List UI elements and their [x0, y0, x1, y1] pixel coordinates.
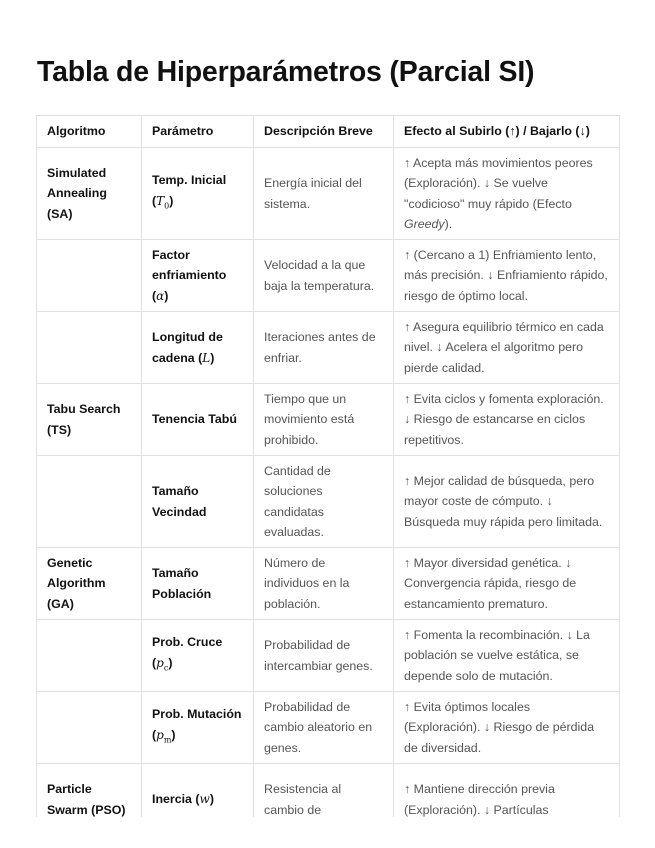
parameter-label: Factor enfriamiento (: [152, 247, 227, 303]
effect-text: ↑ Fomenta la recombinación. ↓ La poblaci…: [404, 627, 590, 683]
description-cell: Energía inicial del sistema.: [253, 147, 394, 240]
effect-text: ↑ Mayor diversidad genética. ↓ Convergen…: [404, 555, 577, 611]
description-cell: Cantidad de soluciones candidatas evalua…: [253, 455, 394, 548]
parameter-symbol: pm: [156, 727, 172, 745]
table-row: Prob. Mutación (pm) Probabilidad de cambi…: [36, 691, 620, 764]
parameter-close: ): [168, 655, 173, 670]
effect-text: ↑ Asegura equilibrio térmico en cada niv…: [404, 319, 604, 375]
parameter-label: Tamaño Vecindad: [152, 484, 207, 519]
effect-text: ↑ Evita ciclos y fomenta exploración. ↓ …: [404, 391, 604, 447]
header-parameter: Parámetro: [141, 115, 254, 148]
table-row: Tamaño Vecindad Cantidad de soluciones ca…: [36, 455, 620, 548]
effect-text: ↑ (Cercano a 1) Enfriamiento lento, más …: [404, 247, 608, 303]
effect-italic: Greedy: [404, 217, 445, 231]
algorithm-cell: [36, 455, 142, 548]
description-cell: Número de individuos en la población.: [253, 547, 394, 620]
parameter-cell: Tamaño Población: [141, 547, 254, 620]
description-cell: Iteraciones antes de enfriar.: [253, 311, 394, 384]
symbol-base: α: [156, 288, 165, 303]
algorithm-cell: Tabu Search (TS): [36, 383, 142, 456]
symbol-subscript: c: [163, 663, 169, 673]
algorithm-cell: [36, 691, 142, 764]
parameter-symbol: T0: [156, 193, 170, 211]
parameter-label: Prob. Mutación (: [152, 707, 242, 742]
parameter-close: ): [209, 792, 214, 807]
effect-cell: ↑ (Cercano a 1) Enfriamiento lento, más …: [393, 239, 620, 312]
header-effect: Efecto al Subirlo (↑) / Bajarlo (↓): [393, 115, 620, 148]
symbol-base: L: [202, 350, 211, 365]
header-description: Descripción Breve: [253, 115, 394, 148]
description-cell: Resistencia al cambio de: [253, 763, 394, 817]
table-row: Tabu Search (TS) Tenencia Tabú Tiempo que …: [36, 383, 620, 456]
parameter-label: Tenencia Tabú: [152, 412, 237, 427]
effect-text: ↑ Evita óptimos locales (Exploración). ↓…: [404, 699, 595, 755]
header-algorithm: Algoritmo: [36, 115, 142, 148]
effect-text-end: ).: [444, 217, 453, 231]
symbol-base: T: [156, 193, 165, 208]
table-row: Genetic Algorithm (GA) Tamaño Población Nú…: [36, 547, 620, 620]
parameter-cell: Prob. Mutación (pm): [141, 691, 254, 764]
table-container: Algoritmo Parámetro Descripción Breve Ef…: [36, 115, 620, 817]
effect-text: ↑ Acepta más movimientos peores (Explora…: [404, 155, 593, 211]
description-cell: Tiempo que un movimiento está prohibido.: [253, 383, 394, 456]
effect-text: ↑ Mejor calidad de búsqueda, pero mayor …: [404, 473, 603, 529]
parameter-label: Temp. Inicial (: [152, 173, 227, 208]
algorithm-cell: [36, 311, 142, 384]
parameter-symbol: L: [202, 351, 210, 365]
table-header-row: Algoritmo Parámetro Descripción Breve Ef…: [36, 115, 620, 148]
parameter-cell: Factor enfriamiento (α): [141, 239, 254, 312]
effect-cell: ↑ Fomenta la recombinación. ↓ La poblaci…: [393, 619, 620, 692]
parameter-label: Longitud de cadena (: [152, 330, 223, 365]
parameter-label: Inercia (: [152, 792, 200, 807]
algorithm-cell: Genetic Algorithm (GA): [36, 547, 142, 620]
page-title: Tabla de Hiperparámetros (Parcial SI): [37, 56, 535, 88]
hyperparameter-table: Algoritmo Parámetro Descripción Breve Ef…: [36, 115, 620, 817]
table-row: Particle Swarm (PSO) Inercia (w) Resistenc…: [36, 763, 620, 817]
table-row: Factor enfriamiento (α) Velocidad a la qu…: [36, 239, 620, 312]
algorithm-cell: Particle Swarm (PSO): [36, 763, 142, 817]
parameter-cell: Temp. Inicial (T0): [141, 147, 254, 240]
effect-cell: ↑ Evita óptimos locales (Exploración). ↓…: [393, 691, 620, 764]
description-cell: Probabilidad de cambio aleatorio en gene…: [253, 691, 394, 764]
table-row: Prob. Cruce (pc) Probabilidad de intercam…: [36, 619, 620, 692]
parameter-label: Prob. Cruce (: [152, 635, 223, 670]
algorithm-cell: [36, 239, 142, 312]
parameter-close: ): [210, 350, 215, 365]
effect-cell: ↑ Mayor diversidad genética. ↓ Convergen…: [393, 547, 620, 620]
table-row: Longitud de cadena (L) Iteraciones antes …: [36, 311, 620, 384]
effect-text: ↑ Mantiene dirección previa (Exploración…: [404, 782, 555, 817]
algorithm-cell: Simulated Annealing (SA): [36, 147, 142, 240]
symbol-base: p: [156, 655, 164, 670]
description-cell: Velocidad a la que baja la temperatura.: [253, 239, 394, 312]
parameter-close: ): [164, 288, 169, 303]
symbol-subscript: m: [163, 735, 172, 745]
parameter-symbol: w: [200, 792, 210, 806]
parameter-close: ): [171, 727, 176, 742]
effect-cell: ↑ Mantiene dirección previa (Exploración…: [393, 763, 620, 817]
symbol-base: p: [156, 727, 164, 742]
parameter-cell: Tamaño Vecindad: [141, 455, 254, 548]
effect-cell: ↑ Mejor calidad de búsqueda, pero mayor …: [393, 455, 620, 548]
parameter-label: Tamaño Población: [152, 566, 212, 601]
parameter-cell: Longitud de cadena (L): [141, 311, 254, 384]
parameter-symbol: pc: [156, 655, 169, 673]
algorithm-cell: [36, 619, 142, 692]
symbol-base: w: [199, 792, 210, 807]
effect-cell: ↑ Evita ciclos y fomenta exploración. ↓ …: [393, 383, 620, 456]
description-cell: Probabilidad de intercambiar genes.: [253, 619, 394, 692]
parameter-cell: Tenencia Tabú: [141, 383, 254, 456]
effect-cell: ↑ Acepta más movimientos peores (Explora…: [393, 147, 620, 240]
symbol-subscript: 0: [164, 201, 170, 211]
parameter-symbol: α: [156, 289, 164, 303]
parameter-close: ): [169, 193, 174, 208]
parameter-cell: Inercia (w): [141, 763, 254, 817]
parameter-cell: Prob. Cruce (pc): [141, 619, 254, 692]
table-row: Simulated Annealing (SA) Temp. Inicial (T…: [36, 147, 620, 240]
effect-cell: ↑ Asegura equilibrio térmico en cada niv…: [393, 311, 620, 384]
